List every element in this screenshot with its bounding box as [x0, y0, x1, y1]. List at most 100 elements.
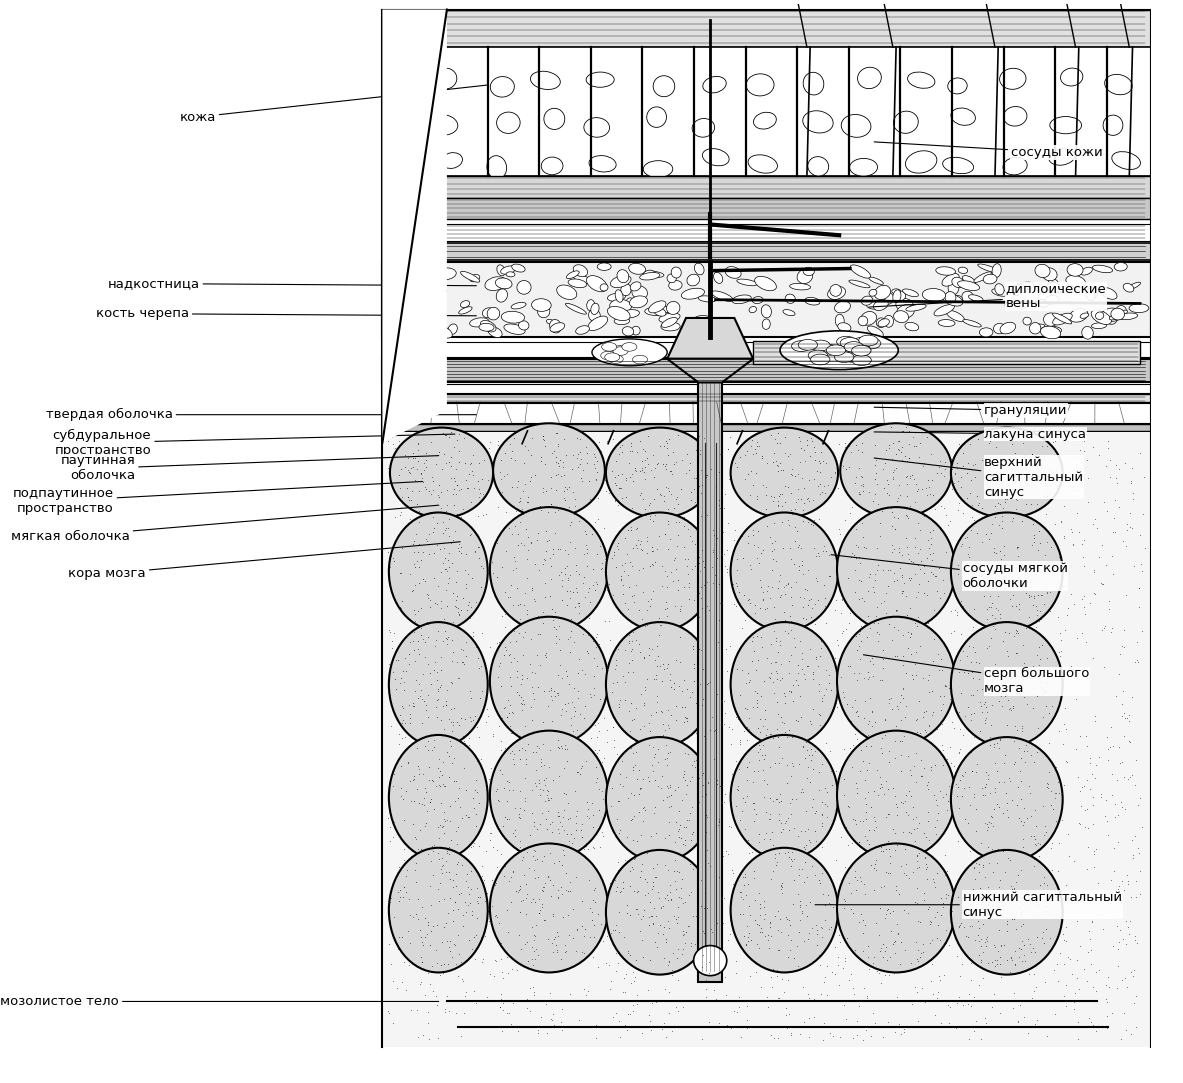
Ellipse shape [868, 277, 884, 285]
Ellipse shape [755, 276, 776, 290]
Ellipse shape [1053, 313, 1072, 325]
Ellipse shape [731, 428, 838, 518]
Ellipse shape [1103, 115, 1123, 135]
Bar [382, 48, 1151, 177]
Ellipse shape [810, 340, 830, 351]
Ellipse shape [1112, 152, 1140, 169]
Bar [382, 197, 1151, 219]
Ellipse shape [892, 289, 900, 293]
Ellipse shape [531, 299, 551, 312]
Ellipse shape [1003, 157, 1027, 174]
Ellipse shape [1023, 317, 1032, 325]
Ellipse shape [761, 304, 771, 317]
Bar [382, 383, 1151, 393]
Ellipse shape [834, 301, 851, 313]
Ellipse shape [587, 276, 607, 291]
Ellipse shape [1049, 117, 1081, 134]
Ellipse shape [606, 428, 713, 518]
Text: кора мозга: кора мозга [69, 542, 460, 580]
Ellipse shape [878, 318, 890, 327]
Ellipse shape [418, 323, 433, 335]
Ellipse shape [849, 158, 878, 177]
Ellipse shape [1029, 323, 1041, 334]
Ellipse shape [791, 341, 810, 352]
Ellipse shape [810, 354, 830, 365]
Ellipse shape [958, 268, 968, 274]
Ellipse shape [983, 274, 997, 284]
Ellipse shape [500, 266, 516, 274]
Text: мозолистое тело: мозолистое тело [0, 995, 439, 1008]
Ellipse shape [426, 262, 446, 274]
Ellipse shape [1042, 268, 1058, 280]
Bar [382, 243, 1151, 260]
Ellipse shape [963, 319, 982, 327]
Ellipse shape [762, 318, 770, 329]
Ellipse shape [808, 350, 828, 361]
Ellipse shape [586, 73, 614, 88]
Ellipse shape [394, 289, 414, 293]
Ellipse shape [995, 284, 1004, 295]
Ellipse shape [963, 275, 976, 285]
Ellipse shape [644, 271, 664, 277]
Ellipse shape [433, 289, 444, 297]
Ellipse shape [382, 116, 411, 139]
Ellipse shape [974, 272, 991, 283]
Ellipse shape [592, 339, 667, 366]
Ellipse shape [383, 66, 414, 84]
Ellipse shape [905, 151, 937, 173]
Ellipse shape [613, 345, 628, 354]
Ellipse shape [1014, 284, 1028, 292]
Ellipse shape [841, 115, 871, 138]
Ellipse shape [644, 270, 654, 278]
Ellipse shape [828, 286, 846, 299]
Ellipse shape [487, 308, 499, 319]
Ellipse shape [1100, 287, 1117, 299]
Ellipse shape [661, 322, 680, 331]
Ellipse shape [1129, 303, 1149, 313]
Ellipse shape [584, 118, 609, 138]
Ellipse shape [565, 303, 587, 314]
Ellipse shape [1032, 324, 1045, 329]
Ellipse shape [1092, 265, 1113, 273]
Ellipse shape [948, 282, 959, 295]
Ellipse shape [829, 285, 841, 297]
Ellipse shape [602, 342, 616, 351]
Ellipse shape [852, 345, 871, 355]
Ellipse shape [606, 512, 713, 630]
Ellipse shape [951, 850, 1062, 975]
Ellipse shape [1066, 275, 1086, 288]
Bar [382, 394, 1151, 402]
Ellipse shape [943, 293, 963, 306]
Ellipse shape [1086, 289, 1095, 301]
Text: диплоические
вены: диплоические вены [868, 283, 1106, 311]
Ellipse shape [537, 305, 550, 317]
Ellipse shape [896, 291, 906, 300]
Ellipse shape [390, 428, 493, 518]
Ellipse shape [731, 512, 838, 630]
Ellipse shape [1039, 292, 1052, 303]
Text: грануляции: грануляции [874, 404, 1068, 417]
Bar [382, 224, 1151, 240]
Polygon shape [382, 10, 447, 443]
Ellipse shape [1080, 268, 1092, 275]
Ellipse shape [606, 850, 713, 975]
Ellipse shape [946, 296, 963, 304]
Ellipse shape [948, 78, 968, 94]
Ellipse shape [731, 735, 838, 860]
Ellipse shape [853, 337, 872, 348]
Ellipse shape [530, 71, 561, 90]
Ellipse shape [1011, 286, 1021, 296]
Ellipse shape [389, 323, 400, 334]
Ellipse shape [409, 321, 418, 328]
Ellipse shape [881, 293, 894, 304]
Text: сосуды мягкой
оболочки: сосуды мягкой оболочки [832, 554, 1068, 590]
Ellipse shape [1123, 284, 1133, 292]
Ellipse shape [504, 324, 525, 335]
Ellipse shape [1095, 312, 1104, 319]
Ellipse shape [490, 616, 608, 746]
Ellipse shape [1081, 326, 1093, 339]
Ellipse shape [804, 298, 820, 305]
Ellipse shape [497, 265, 505, 276]
Ellipse shape [653, 308, 666, 316]
Ellipse shape [946, 311, 964, 322]
